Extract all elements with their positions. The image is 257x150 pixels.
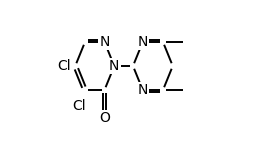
- Text: N: N: [137, 35, 148, 49]
- Text: O: O: [99, 111, 110, 125]
- Text: Cl: Cl: [57, 59, 71, 73]
- Text: N: N: [109, 59, 120, 73]
- Text: N: N: [137, 83, 148, 97]
- Text: Cl: Cl: [72, 99, 86, 113]
- Text: N: N: [99, 35, 110, 49]
